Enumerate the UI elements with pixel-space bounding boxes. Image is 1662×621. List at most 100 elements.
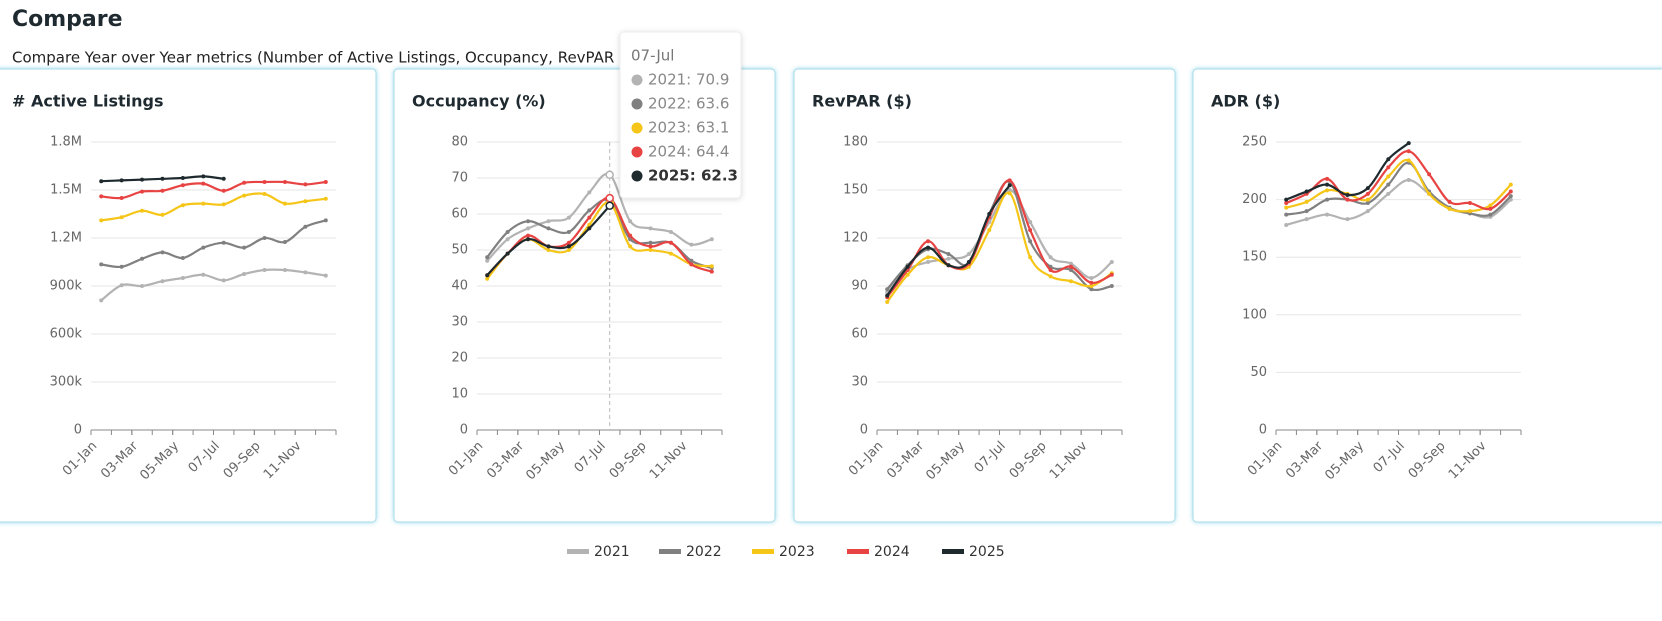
series-point — [926, 245, 931, 250]
series-point — [587, 226, 592, 231]
y-tick-label: 70 — [451, 171, 468, 186]
series-point — [689, 258, 694, 263]
tooltip-box — [619, 31, 742, 199]
series-point — [1345, 192, 1350, 197]
legend-swatch[interactable] — [567, 549, 589, 554]
series-point — [946, 263, 951, 268]
series-point — [905, 272, 910, 277]
series-point — [160, 279, 165, 284]
chart-panel: RevPAR ($)030609012015018001-Jan03-Mar05… — [793, 68, 1176, 523]
series-point — [242, 245, 247, 250]
series-point — [566, 230, 571, 234]
legend-label[interactable]: 2025 — [969, 544, 1005, 560]
legend-label[interactable]: 2022 — [686, 544, 722, 560]
series-point — [119, 178, 124, 183]
series-point — [140, 284, 145, 288]
series-point — [668, 230, 673, 234]
series-point — [987, 228, 992, 232]
series-point — [1089, 284, 1094, 288]
series-point — [1109, 284, 1114, 288]
hover-point — [605, 201, 614, 210]
series-point — [628, 233, 633, 238]
legend-swatch[interactable] — [847, 549, 869, 554]
y-tick-label: 0 — [460, 423, 468, 438]
y-tick-label: 0 — [860, 423, 868, 438]
legend-swatch[interactable] — [942, 549, 964, 554]
y-tick-label: 1.2M — [50, 231, 82, 246]
series-point — [628, 244, 633, 249]
series-point — [119, 215, 124, 220]
series-point — [1028, 228, 1033, 232]
series-point — [526, 237, 531, 242]
series-point — [303, 270, 308, 275]
series-point — [546, 248, 551, 252]
tooltip-dot — [631, 170, 643, 182]
series-point — [262, 268, 267, 272]
series-point — [1345, 217, 1350, 222]
series-point — [1447, 199, 1452, 204]
legend-label[interactable]: 2024 — [874, 544, 910, 560]
series-point — [946, 252, 951, 256]
series-point — [1007, 188, 1012, 192]
series-point — [1427, 191, 1432, 196]
series-point — [1109, 260, 1114, 264]
series-point — [303, 199, 308, 204]
page-title: Compare — [12, 7, 123, 32]
series-point — [119, 283, 124, 288]
series-point — [1386, 157, 1391, 162]
series-point — [221, 202, 226, 207]
y-tick-label: 60 — [851, 327, 868, 342]
series-point — [1304, 209, 1309, 214]
series-point — [587, 215, 592, 220]
series-point — [648, 240, 653, 245]
y-tick-label: 90 — [851, 279, 868, 294]
series-point — [546, 244, 551, 249]
y-tick-label: 50 — [1250, 365, 1267, 380]
series-point — [303, 182, 308, 187]
series-point — [323, 273, 328, 278]
series-point — [1406, 178, 1411, 183]
chart-title: # Active Listings — [12, 92, 164, 111]
series-point — [1304, 199, 1309, 204]
series-point — [242, 272, 247, 276]
tooltip-row: 2023: 63.1 — [648, 119, 729, 137]
series-point — [1325, 182, 1330, 187]
series-point — [485, 273, 490, 278]
series-point — [926, 255, 931, 260]
series-point — [1406, 158, 1411, 163]
y-tick-label: 100 — [1242, 307, 1267, 322]
series-point — [505, 237, 510, 242]
series-point — [242, 180, 247, 185]
legend-label[interactable]: 2021 — [594, 544, 630, 560]
series-point — [1284, 205, 1289, 210]
series-point — [1304, 217, 1309, 222]
series-point — [99, 179, 104, 184]
series-point — [201, 201, 206, 206]
series-point — [926, 239, 931, 244]
series-point — [1109, 272, 1114, 277]
series-point — [1508, 189, 1513, 194]
y-tick-label: 120 — [843, 231, 868, 246]
series-point — [1284, 222, 1289, 227]
series-point — [905, 264, 910, 269]
series-point — [221, 188, 226, 193]
series-point — [201, 174, 206, 179]
y-tick-label: 60 — [451, 207, 468, 222]
series-point — [160, 176, 165, 181]
legend-swatch[interactable] — [752, 549, 774, 554]
series-point — [1488, 212, 1493, 217]
series-point — [1089, 287, 1094, 292]
series-point — [1386, 165, 1391, 170]
series-point — [262, 236, 267, 240]
series-point — [566, 244, 571, 249]
tooltip: 07-Jul 2021: 70.9 2022: 63.6 2023: 63.1 2024… — [605, 31, 742, 430]
series-point — [926, 260, 931, 264]
series-point — [1048, 255, 1053, 260]
y-tick-label: 20 — [451, 351, 468, 366]
y-tick-label: 0 — [74, 423, 82, 438]
legend-swatch[interactable] — [659, 549, 681, 554]
legend-label[interactable]: 2023 — [779, 544, 815, 560]
series-point — [709, 237, 714, 242]
series-point — [1325, 188, 1330, 193]
tooltip-row: 2021: 70.9 — [648, 71, 729, 89]
